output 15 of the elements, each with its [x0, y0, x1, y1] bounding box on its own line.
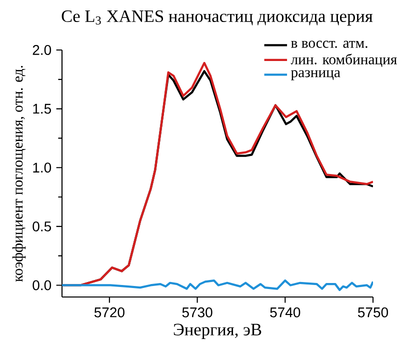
y-tick-label: 0.0: [32, 280, 52, 290]
legend-label: разница: [291, 70, 340, 80]
y-tick-label: 1.5: [33, 104, 52, 114]
legend-label: лин. комбинация: [290, 54, 397, 68]
y-tick-label: 1.0: [33, 162, 52, 173]
y-tick-label: 2.0: [32, 45, 52, 55]
x-tick-label: 5740: [270, 307, 300, 318]
x-tick-label: 5720: [94, 307, 124, 318]
x-tick-label: 5730: [182, 307, 212, 318]
chart-title: Ce L$_{3}$ XANES наночастиц диоксида церия: [62, 10, 373, 26]
legend-label: в восст. атм.: [291, 40, 368, 48]
x-axis-title: Энергия, эВ: [174, 324, 262, 339]
y-axis-title: коэффициент поглощения, отн. ед.: [12, 66, 26, 282]
x-tick-label: 5750: [358, 307, 388, 318]
y-tick-label: 0.5: [32, 221, 52, 232]
